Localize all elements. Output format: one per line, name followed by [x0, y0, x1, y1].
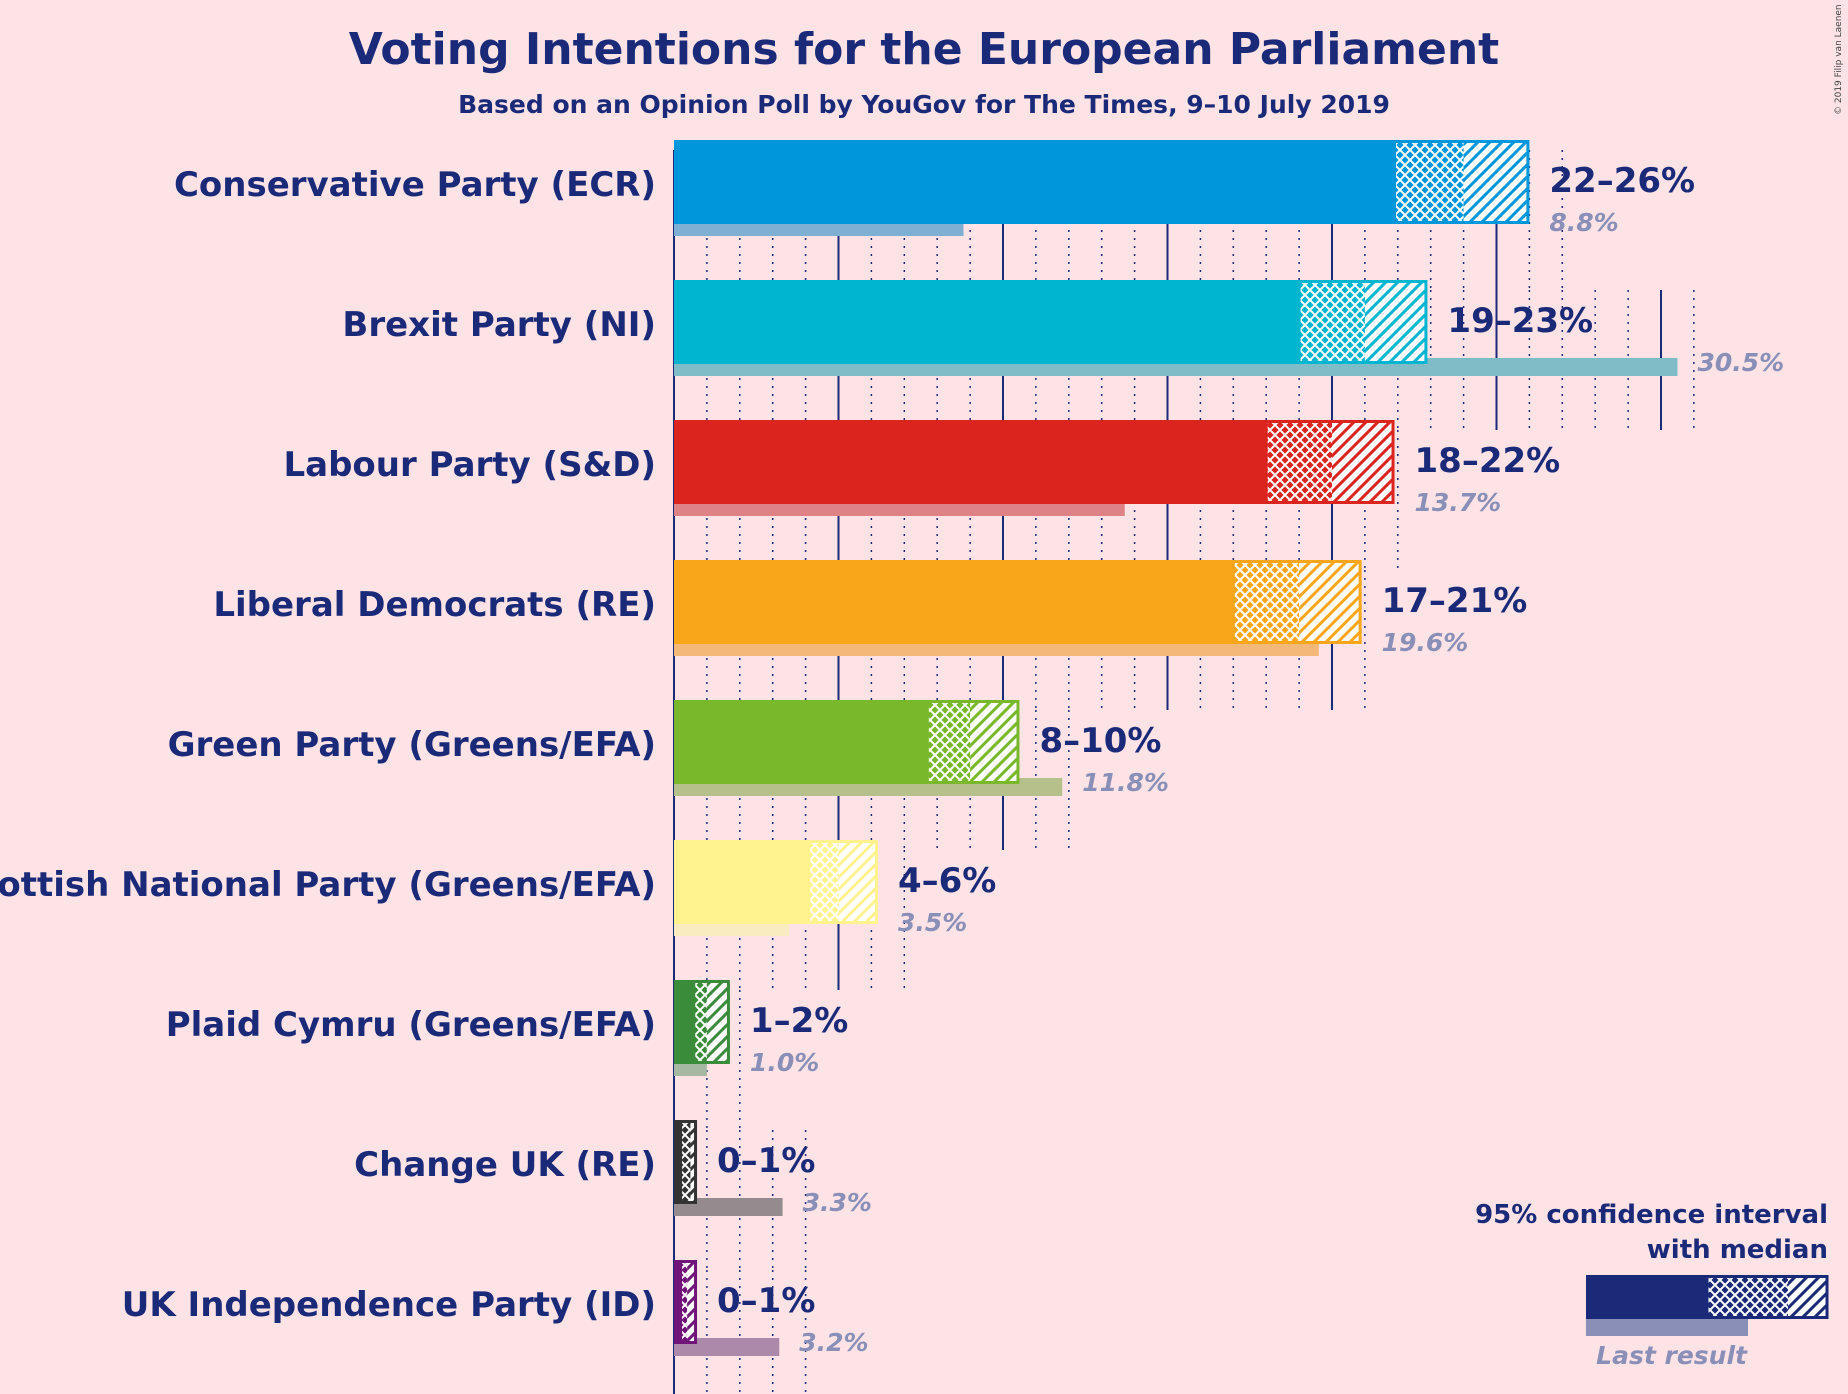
party-row: Liberal Democrats (RE) 17–21% 19.6%: [213, 560, 1527, 657]
party-label: UK Independence Party (ID): [122, 1285, 656, 1325]
ci-solid-bar: [674, 840, 809, 924]
ci-solid-bar: [674, 700, 928, 784]
range-label: 17–21%: [1382, 581, 1528, 621]
ci-lower-band: [1233, 560, 1300, 644]
ci-outline: [692, 980, 730, 1064]
ci-solid-bar: [674, 420, 1267, 504]
ci-lower-band: [1266, 420, 1332, 504]
range-label: 22–26%: [1549, 161, 1695, 201]
range-label: 19–23%: [1447, 301, 1593, 341]
ci-solid-bar: [674, 980, 694, 1064]
ci-lower-band: [808, 840, 839, 924]
legend-last-bar: [1586, 1318, 1748, 1336]
party-row: Labour Party (S&D) 18–22% 13.7%: [283, 420, 1560, 517]
range-label: 0–1%: [717, 1281, 815, 1321]
ci-lower-band: [1394, 140, 1464, 224]
ci-lower-band: [927, 700, 971, 784]
last-result-bar: [674, 1198, 783, 1216]
party-row: UK Independence Party (ID) 0–1% 3.2%: [122, 1260, 869, 1357]
party-label: Plaid Cymru (Greens/EFA): [166, 1005, 656, 1045]
last-result-label: 3.3%: [803, 1188, 872, 1217]
legend-lower-band: [1706, 1275, 1788, 1319]
party-label: Liberal Democrats (RE): [213, 585, 656, 625]
party-row: Green Party (Greens/EFA) 8–10% 11.8%: [168, 700, 1169, 797]
last-result-label: 30.5%: [1697, 348, 1784, 377]
range-label: 0–1%: [717, 1141, 815, 1181]
legend-solid-bar: [1586, 1275, 1706, 1319]
ci-lower-band: [680, 1260, 688, 1344]
legend-last-label: Last result: [1596, 1341, 1748, 1370]
party-label: Change UK (RE): [354, 1145, 656, 1185]
chart-title: Voting Intentions for the European Parli…: [349, 24, 1499, 75]
ci-outline: [679, 1120, 698, 1204]
ci-upper-band: [1299, 560, 1362, 644]
party-row: Plaid Cymru (Greens/EFA) 1–2% 1.0%: [166, 980, 848, 1077]
ci-solid-bar: [674, 1120, 681, 1204]
ci-upper-band: [1463, 140, 1530, 224]
range-label: 18–22%: [1415, 441, 1561, 481]
last-result-label: 3.2%: [799, 1328, 868, 1357]
copyright-text: © 2019 Filip van Laenen: [1834, 4, 1844, 115]
last-result-label: 13.7%: [1415, 488, 1502, 517]
last-result-label: 8.8%: [1549, 208, 1618, 237]
ci-solid-bar: [674, 140, 1395, 224]
last-result-bar: [674, 1338, 780, 1356]
ci-upper-band: [1332, 420, 1395, 504]
chart-subtitle: Based on an Opinion Poll by YouGov for T…: [458, 90, 1390, 119]
ci-solid-bar: [674, 1260, 681, 1344]
legend-swatch: [1586, 1275, 1829, 1336]
ci-lower-band: [1299, 280, 1365, 364]
ci-lower-band: [680, 1120, 691, 1204]
party-label: Green Party (Greens/EFA): [168, 725, 656, 765]
ci-outline: [925, 700, 1020, 784]
party-label: Labour Party (S&D): [283, 445, 656, 485]
party-row: Brexit Party (NI) 19–23% 30.5%: [342, 280, 1784, 377]
last-result-label: 3.5%: [898, 908, 967, 937]
ci-upper-band: [838, 840, 878, 924]
party-row: Conservative Party (ECR) 22–26% 8.8%: [174, 140, 1695, 237]
party-row: Change UK (RE) 0–1% 3.3%: [354, 1120, 872, 1217]
legend-ci-line2: with median: [1647, 1235, 1828, 1265]
ci-upper-band: [970, 700, 1020, 784]
ci-outline: [807, 840, 878, 924]
legend: 95% confidence interval with median Last…: [1475, 1200, 1829, 1370]
ci-lower-band: [693, 980, 707, 1064]
bars-layer: Conservative Party (ECR) 22–26% 8.8% Brexit…: [0, 140, 1784, 1357]
party-label: Scottish National Party (Greens/EFA): [0, 865, 656, 905]
last-result-label: 1.0%: [750, 1048, 819, 1077]
ci-upper-band: [706, 980, 730, 1064]
last-result-label: 11.8%: [1082, 768, 1169, 797]
party-row: Scottish National Party (Greens/EFA) 4–6%…: [0, 840, 996, 937]
range-label: 1–2%: [750, 1001, 848, 1041]
ci-solid-bar: [674, 560, 1234, 644]
ci-upper-band: [687, 1260, 698, 1344]
ci-upper-band: [690, 1120, 698, 1204]
ci-outline: [1264, 420, 1395, 504]
ci-outline: [1231, 560, 1362, 644]
ci-outline: [679, 1260, 698, 1344]
legend-outline: [1705, 1275, 1829, 1319]
party-label: Conservative Party (ECR): [174, 165, 656, 205]
ci-outline: [1297, 280, 1428, 364]
ci-solid-bar: [674, 280, 1300, 364]
party-label: Brexit Party (NI): [342, 305, 656, 345]
range-label: 4–6%: [898, 861, 996, 901]
legend-upper-band: [1788, 1275, 1828, 1319]
last-result-label: 19.6%: [1382, 628, 1469, 657]
range-label: 8–10%: [1039, 721, 1161, 761]
legend-ci-line1: 95% confidence interval: [1475, 1200, 1828, 1230]
ci-outline: [1393, 140, 1530, 224]
ci-upper-band: [1364, 280, 1428, 364]
